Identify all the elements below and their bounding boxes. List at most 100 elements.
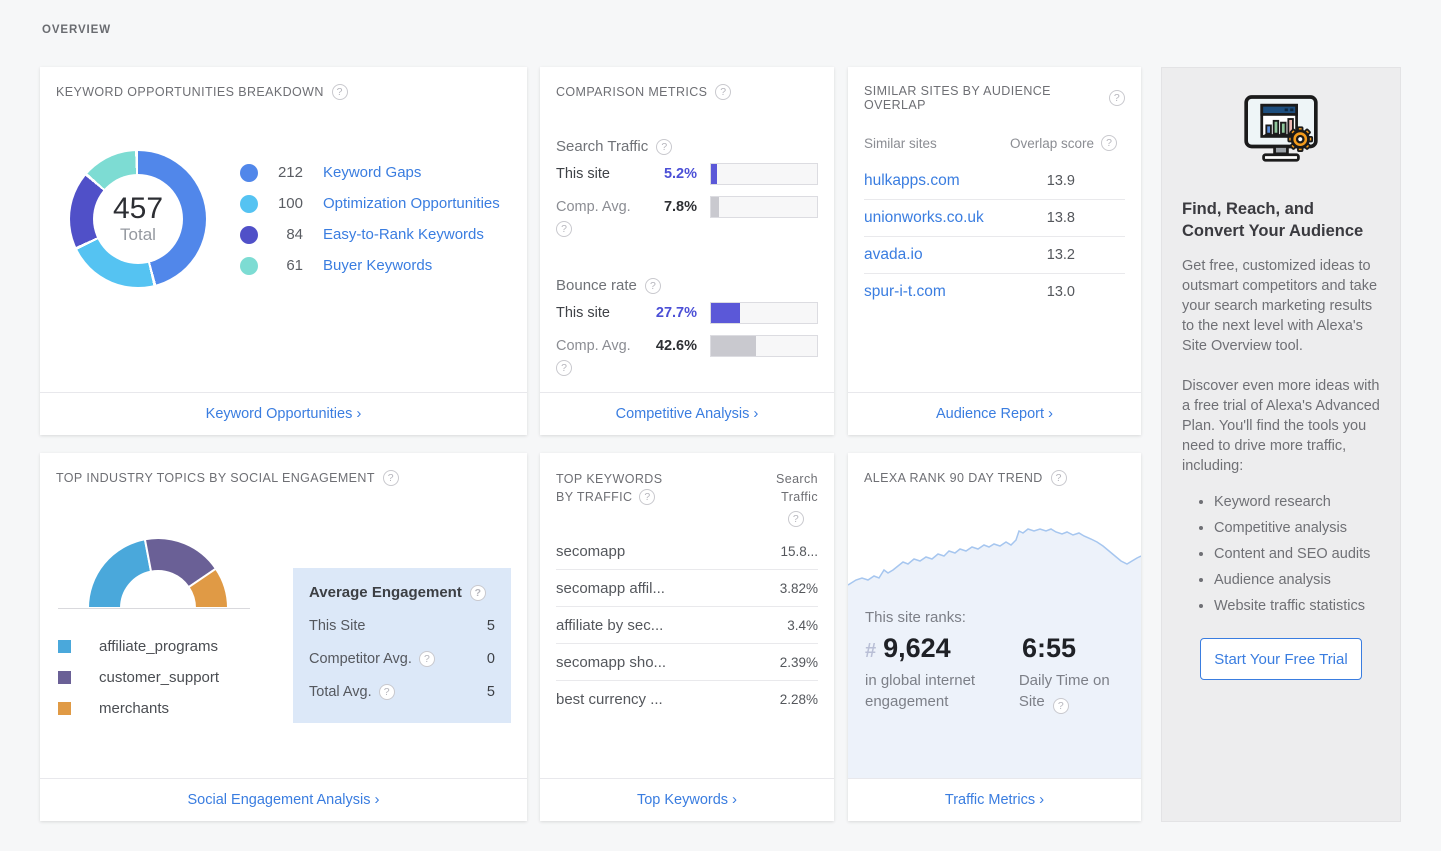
metric-row-value: 5.2% — [663, 166, 697, 182]
help-icon[interactable] — [1052, 698, 1069, 714]
card-title-text: COMPARISON METRICS — [556, 85, 708, 99]
donut-center: 457 Total — [93, 174, 183, 264]
help-icon[interactable] — [1109, 90, 1125, 106]
top-keywords-header: TOP KEYWORDS BY TRAFFIC Search Traffic — [556, 470, 818, 527]
table-row: hulkapps.com 13.9 — [864, 163, 1125, 200]
legend-link[interactable]: Easy-to-Rank Keywords — [323, 226, 484, 243]
help-icon[interactable] — [556, 360, 572, 376]
daily-time-caption: Daily Time on Site — [1019, 670, 1131, 714]
legend-dot — [240, 256, 258, 275]
help-icon[interactable] — [1050, 470, 1067, 486]
top-keywords-footer-link[interactable]: Top Keywords › — [540, 778, 834, 821]
legend-row: merchants — [58, 693, 219, 724]
help-icon[interactable] — [418, 651, 435, 667]
rank-summary: This site ranks: #9,624 6:55 in global i… — [865, 609, 1131, 714]
traffic-metrics-footer-link[interactable]: Traffic Metrics › — [848, 778, 1141, 821]
search-traffic-label: Search Traffic — [556, 138, 673, 155]
keyword-legend: 212 Keyword Gaps 100 Optimization Opport… — [240, 157, 500, 281]
table-row: unionworks.co.uk 13.8 — [864, 200, 1125, 237]
chart-baseline — [58, 608, 250, 609]
help-icon[interactable] — [331, 84, 348, 100]
metric-bar — [710, 335, 818, 357]
site-overview-monitor-icon — [1244, 95, 1318, 162]
metric-row-value: 42.6% — [655, 338, 697, 354]
promo-title: Find, Reach, and Convert Your Audience — [1182, 200, 1364, 240]
metric-bar-fill — [711, 164, 717, 184]
card-title: COMPARISON METRICS — [556, 84, 818, 100]
card-title-text: TOP KEYWORDS — [556, 472, 663, 486]
site-link[interactable]: hulkapps.com — [864, 172, 960, 189]
table-row: best currency ... 2.28% — [556, 681, 818, 717]
metric-bar-fill — [711, 197, 720, 217]
social-seg-0 — [86, 538, 153, 608]
legend-count: 84 — [286, 226, 303, 243]
keyword-value: 2.39% — [779, 654, 818, 670]
table-row: secomapp 15.8... — [556, 533, 818, 570]
page-section-label: OVERVIEW — [42, 24, 111, 36]
help-icon[interactable] — [378, 684, 395, 700]
legend-link[interactable]: Optimization Opportunities — [323, 195, 500, 212]
comparison-metrics-card: COMPARISON METRICS Search Traffic This s… — [540, 67, 834, 435]
legend-row: 100 Optimization Opportunities — [240, 188, 500, 219]
help-icon[interactable] — [656, 138, 673, 155]
legend-dot — [240, 163, 258, 182]
table-row: avada.io 13.2 — [864, 237, 1125, 274]
card-title: SIMILAR SITES BY AUDIENCE OVERLAP — [864, 84, 1125, 112]
card-title-text: ALEXA RANK 90 DAY TREND — [864, 471, 1043, 485]
help-icon[interactable] — [788, 511, 804, 527]
overlap-score: 13.0 — [1046, 284, 1075, 300]
card-title: KEYWORD OPPORTUNITIES BREAKDOWN — [56, 84, 511, 100]
site-link[interactable]: unionworks.co.uk — [864, 209, 984, 226]
metric-row-label: This site — [556, 305, 610, 321]
top-keywords-table: secomapp 15.8... secomapp affil... 3.82%… — [556, 533, 818, 717]
help-icon[interactable] — [644, 277, 661, 294]
table-row: secomapp sho... 2.39% — [556, 644, 818, 681]
site-link[interactable]: avada.io — [864, 246, 923, 263]
help-icon[interactable] — [639, 489, 656, 505]
metric-row-label: Comp. Avg. — [556, 335, 644, 376]
legend-link[interactable]: Keyword Gaps — [323, 164, 422, 181]
legend-swatch — [58, 671, 71, 684]
promo-feature-item: Website traffic statistics — [1214, 596, 1380, 616]
keyword-value: 3.82% — [779, 580, 818, 596]
help-icon[interactable] — [382, 470, 399, 486]
legend-count: 61 — [286, 257, 303, 274]
keyword-opportunities-footer-link[interactable]: Keyword Opportunities › — [40, 392, 527, 435]
site-link[interactable]: spur-i-t.com — [864, 283, 946, 300]
legend-link[interactable]: Buyer Keywords — [323, 257, 433, 274]
similar-sites-card: SIMILAR SITES BY AUDIENCE OVERLAP Simila… — [848, 67, 1141, 435]
bounce-rate-label: Bounce rate — [556, 277, 661, 294]
card-title-text: KEYWORD OPPORTUNITIES BREAKDOWN — [56, 85, 324, 99]
help-icon[interactable] — [1101, 135, 1117, 151]
promo-paragraph: Discover even more ideas with a free tri… — [1182, 378, 1380, 474]
metric-row: Comp. Avg. 7.8% — [556, 196, 818, 237]
overlap-score: 13.8 — [1046, 210, 1075, 226]
help-icon[interactable] — [556, 221, 572, 237]
audience-report-footer-link[interactable]: Audience Report › — [848, 392, 1141, 435]
metric-row-value: 7.8% — [663, 199, 697, 215]
chevron-right-icon: › — [1039, 791, 1045, 808]
keyword-donut-chart: 457 Total — [70, 151, 206, 287]
legend-label: affiliate_programs — [99, 638, 218, 655]
promo-feature-item: Content and SEO audits — [1214, 544, 1380, 564]
competitive-analysis-footer-link[interactable]: Competitive Analysis › — [540, 392, 834, 435]
table-row: secomapp affil... 3.82% — [556, 570, 818, 607]
avg-row-value: 5 — [486, 684, 495, 700]
promo-feature-item: Keyword research — [1214, 492, 1380, 512]
start-free-trial-button[interactable]: Start Your Free Trial — [1200, 638, 1362, 680]
help-icon[interactable] — [715, 84, 732, 100]
ranks-label: This site ranks: — [865, 609, 966, 626]
col-similar-sites: Similar sites — [864, 135, 937, 151]
keyword-value: 15.8... — [780, 543, 818, 559]
help-icon[interactable] — [469, 584, 486, 601]
metric-row: Comp. Avg. 42.6% — [556, 335, 818, 376]
legend-row: customer_support — [58, 662, 219, 693]
legend-dot — [240, 225, 258, 244]
rank-trend-chart — [848, 528, 1141, 778]
chevron-right-icon: › — [753, 405, 759, 422]
donut-total-value: 457 — [112, 192, 164, 225]
upsell-panel: Find, Reach, and Convert Your Audience G… — [1161, 67, 1401, 822]
social-seg-2 — [187, 567, 230, 608]
social-engagement-footer-link[interactable]: Social Engagement Analysis › — [40, 778, 527, 821]
metric-row: This site 5.2% — [556, 163, 818, 185]
